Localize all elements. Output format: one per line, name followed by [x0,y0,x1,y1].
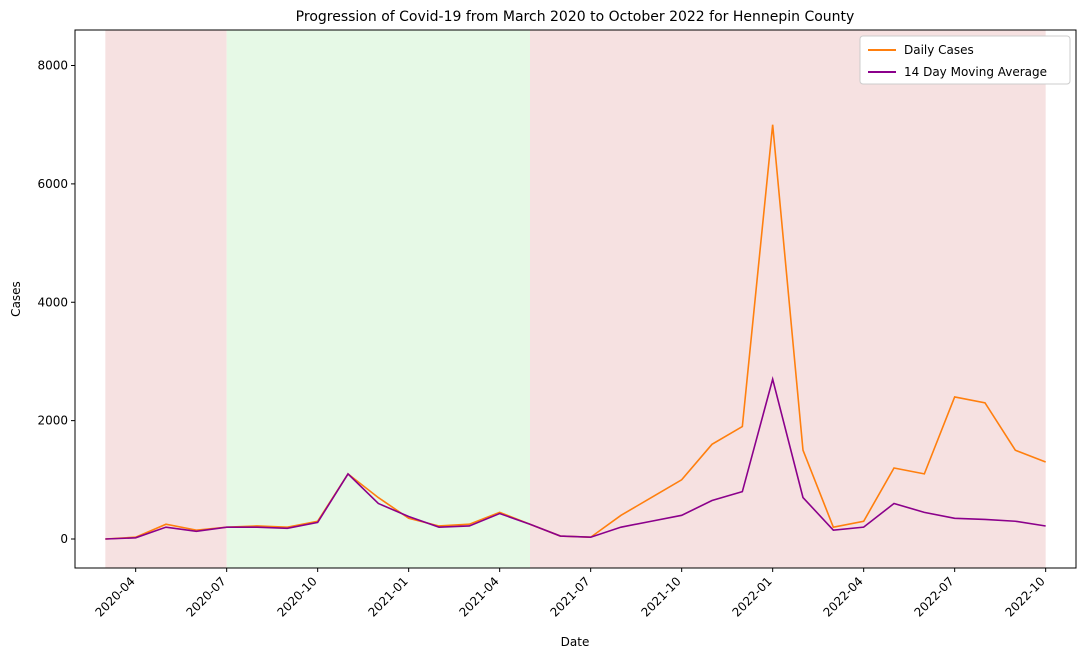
y-tick-label: 8000 [37,59,68,73]
y-axis-label: Cases [9,281,23,317]
y-tick-label: 0 [60,532,68,546]
chart-title: Progression of Covid-19 from March 2020 … [296,9,855,25]
plot-frame [74,29,1077,569]
shaded-span [105,30,227,568]
x-tick-label: 2021-04 [456,574,501,619]
x-tick-label: 2021-07 [547,574,592,619]
legend-box [859,35,1071,85]
shaded-span [226,30,530,568]
y-tick-label: 2000 [37,414,68,428]
x-tick-label: 2020-04 [92,574,137,619]
y-tick-label: 6000 [37,177,68,191]
x-tick-label: 2022-10 [1002,574,1047,619]
x-tick-label: 2021-10 [638,574,683,619]
shaded-span [530,30,1046,568]
x-tick-label: 2022-01 [729,574,774,619]
series-line [105,376,1046,540]
x-tick-label: 2022-07 [911,574,956,619]
x-tick-label: 2020-10 [274,574,319,619]
legend-label: 14 Day Moving Average [904,65,1047,79]
legend-label: Daily Cases [904,43,974,57]
x-tick-label: 2022-04 [820,574,865,619]
y-tick-label: 4000 [37,295,68,309]
x-tick-label: 2020-07 [183,574,228,619]
x-axis-label: Date [561,635,590,649]
legend: Daily Cases 14 Day Moving Average [859,35,1071,85]
x-tick-label: 2021-01 [365,574,410,619]
